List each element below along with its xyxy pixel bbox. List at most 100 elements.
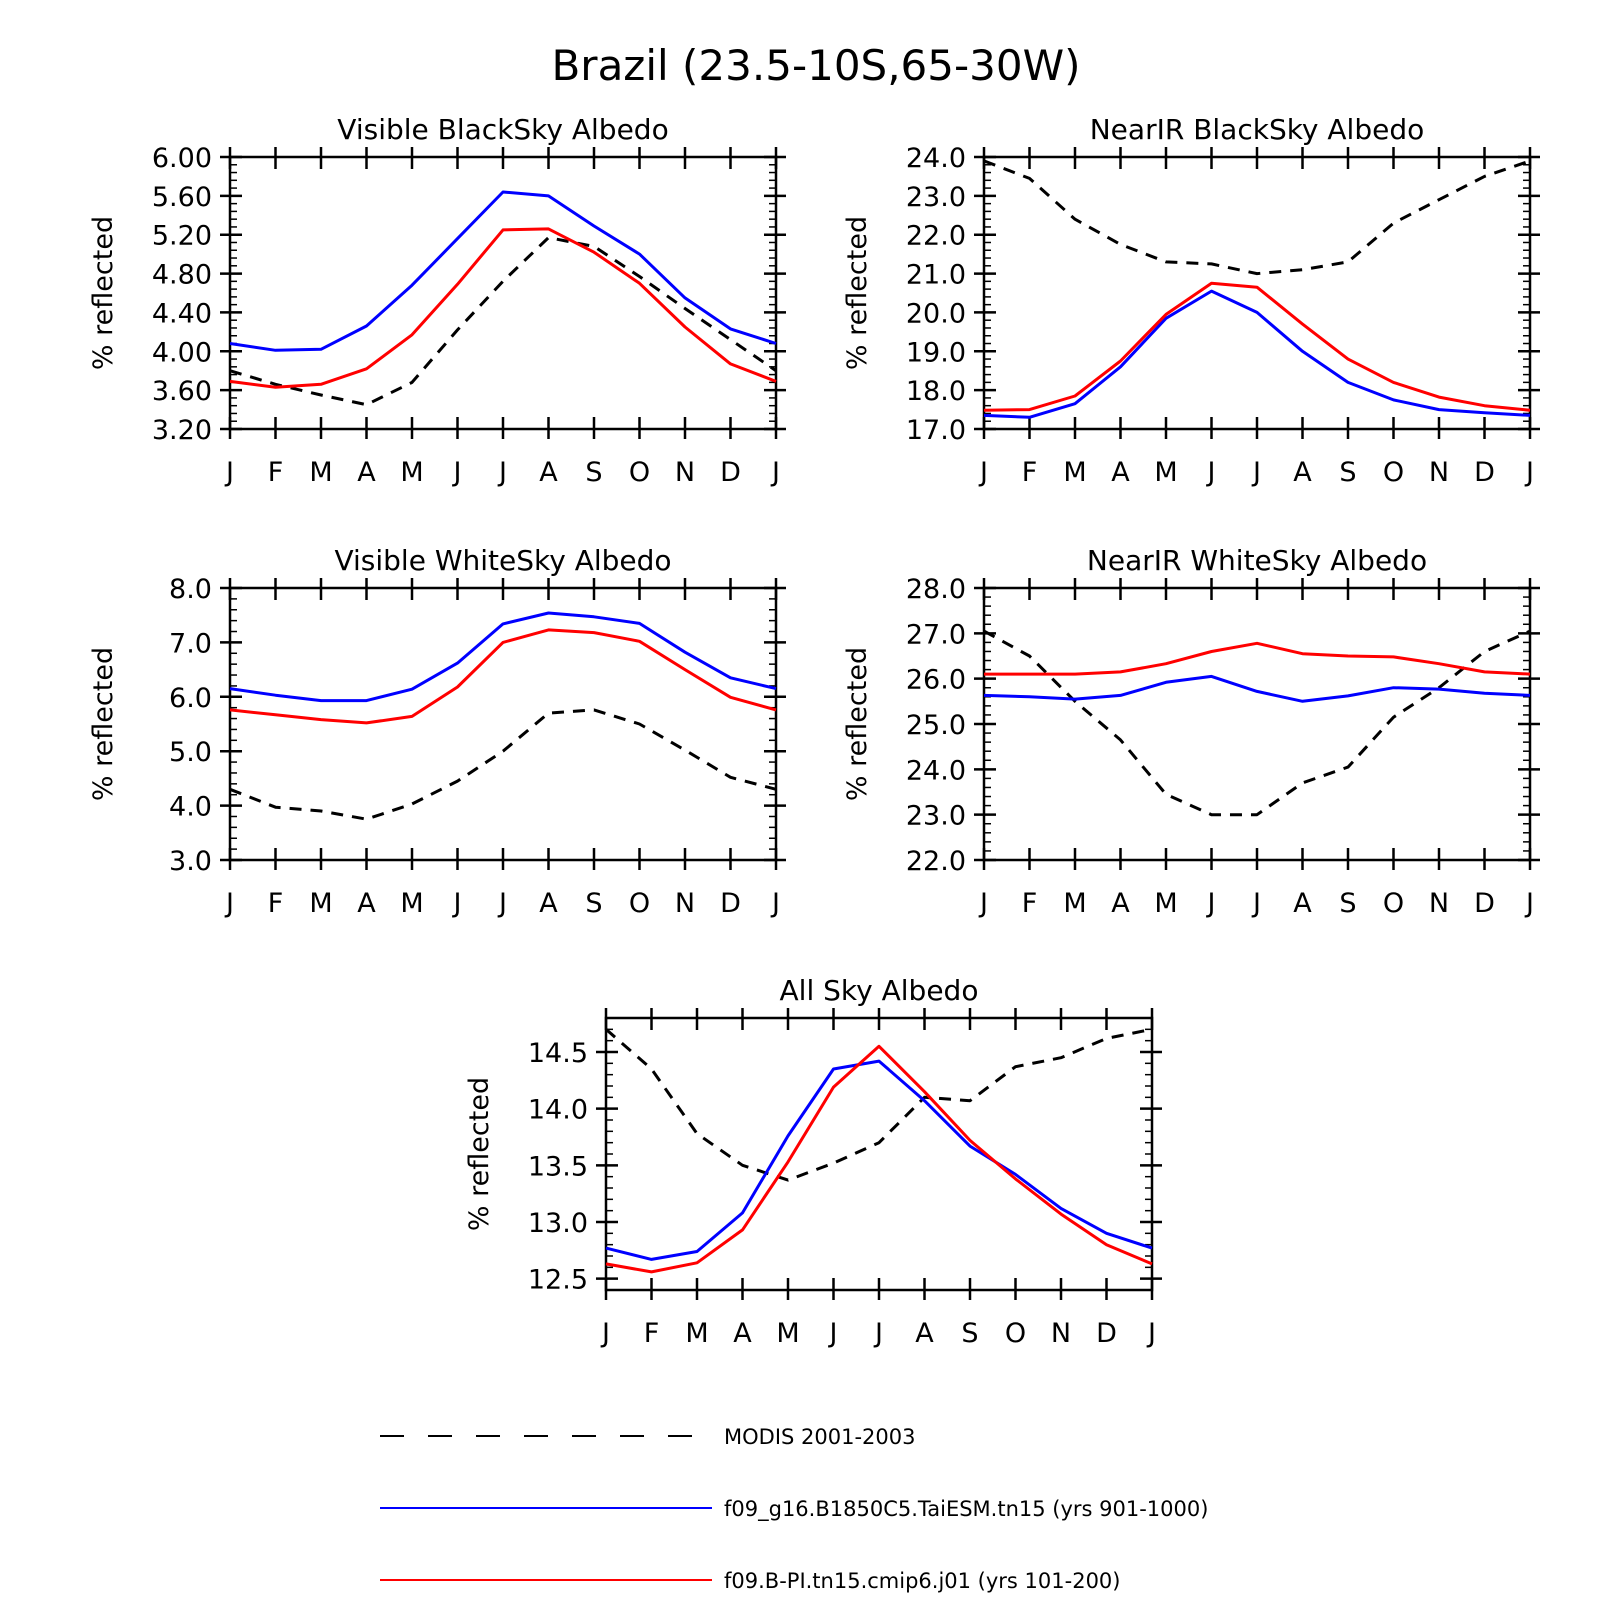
y-tick-label: 6.00	[152, 143, 212, 174]
x-tick-label: N	[1429, 888, 1449, 919]
panels: Visible BlackSky Albedo % reflected 3.20 3.…	[88, 113, 1540, 1349]
y-tick-label: 3.60	[152, 376, 212, 407]
plot-frame	[982, 155, 1532, 431]
legend-label: MODIS 2001-2003	[724, 1425, 915, 1449]
series-line	[229, 236, 777, 407]
x-tick-label: D	[1096, 1318, 1117, 1349]
y-tick-label: 22.0	[906, 221, 966, 252]
x-tick-label: A	[357, 888, 376, 919]
x-tick-label: F	[268, 888, 284, 919]
x-tick-label: J	[497, 888, 507, 919]
x-tick-label: O	[629, 457, 650, 488]
y-tick-label: 3.0	[169, 846, 212, 877]
x-tick-label: M	[309, 888, 332, 919]
x-tick-label: N	[675, 457, 695, 488]
x-tick-label: J	[978, 457, 988, 488]
y-tick-label: 5.0	[169, 737, 212, 768]
x-tick-label: J	[224, 457, 234, 488]
chart-panel: NearIR BlackSky Albedo % reflected 17.0 18.…	[842, 113, 1540, 488]
y-tick-label: 17.0	[906, 415, 966, 446]
x-tick-label: S	[585, 888, 602, 919]
x-tick-label: O	[1383, 888, 1404, 919]
y-axis-label: % reflected	[88, 647, 119, 801]
legend-item: f09.B-PI.tn15.cmip6.j01 (yrs 101-200)	[380, 1569, 1121, 1593]
x-tick-label: A	[1111, 457, 1130, 488]
legend-item: f09_g16.B1850C5.TaiESM.tn15 (yrs 901-100…	[380, 1497, 1208, 1522]
y-tick-label: 12.5	[528, 1265, 588, 1296]
y-tick-label: 27.0	[906, 619, 966, 650]
x-tick-label: J	[873, 1318, 883, 1349]
panel-title: NearIR WhiteSky Albedo	[1087, 544, 1427, 577]
y-tick-label: 13.5	[528, 1151, 588, 1182]
y-tick-label: 25.0	[906, 710, 966, 741]
x-tick-label: S	[1339, 457, 1356, 488]
x-tick-label: O	[1005, 1318, 1026, 1349]
x-tick-label: A	[1111, 888, 1130, 919]
y-tick-label: 20.0	[906, 298, 966, 329]
series-line	[229, 190, 777, 352]
y-tick-label: 21.0	[906, 260, 966, 291]
y-tick-label: 8.0	[169, 574, 212, 605]
x-tick-label: A	[539, 888, 558, 919]
panel-title: Visible WhiteSky Albedo	[334, 544, 671, 577]
x-tick-label: J	[1251, 888, 1261, 919]
plot-frame	[982, 586, 1532, 862]
x-tick-label: J	[452, 457, 462, 488]
x-tick-label: A	[539, 457, 558, 488]
x-tick-label: J	[1206, 888, 1216, 919]
series-line	[983, 281, 1531, 412]
y-tick-label: 14.5	[528, 1038, 588, 1069]
y-axis-label: % reflected	[88, 216, 119, 370]
x-tick-label: D	[1474, 888, 1495, 919]
x-tick-label: O	[629, 888, 650, 919]
plot-frame	[228, 586, 778, 862]
x-tick-label: J	[770, 457, 780, 488]
panel-title: Visible BlackSky Albedo	[337, 113, 668, 146]
x-tick-label: M	[685, 1318, 708, 1349]
chart-panel: Visible BlackSky Albedo % reflected 3.20 3.…	[88, 113, 786, 488]
series-line	[605, 1044, 1153, 1274]
x-tick-label: O	[1383, 457, 1404, 488]
chart-panel: Visible WhiteSky Albedo % reflected 3.0 4.0…	[88, 544, 786, 919]
x-tick-label: N	[675, 888, 695, 919]
x-tick-label: N	[1051, 1318, 1071, 1349]
x-tick-label: N	[1429, 457, 1449, 488]
y-tick-label: 23.0	[906, 801, 966, 832]
plot-frame	[228, 155, 778, 431]
x-tick-label: J	[1206, 457, 1216, 488]
x-tick-label: A	[1293, 457, 1312, 488]
x-tick-label: J	[1146, 1318, 1156, 1349]
y-tick-label: 5.20	[152, 221, 212, 252]
y-tick-label: 13.0	[528, 1208, 588, 1239]
legend-label: f09_g16.B1850C5.TaiESM.tn15 (yrs 901-100…	[724, 1497, 1208, 1522]
x-tick-label: A	[733, 1318, 752, 1349]
y-tick-label: 3.20	[152, 415, 212, 446]
y-tick-label: 5.60	[152, 182, 212, 213]
y-axis-label: % reflected	[464, 1077, 495, 1231]
y-tick-label: 22.0	[906, 846, 966, 877]
x-tick-label: M	[776, 1318, 799, 1349]
legend-item: MODIS 2001-2003	[380, 1425, 915, 1449]
series-line	[983, 289, 1531, 419]
chart-panel: All Sky Albedo % reflected 12.5 13.0 13.5 14.…	[464, 974, 1162, 1349]
x-tick-label: J	[978, 888, 988, 919]
series-line	[229, 227, 777, 389]
x-tick-label: M	[309, 457, 332, 488]
figure-title: Brazil (23.5-10S,65-30W)	[551, 41, 1080, 90]
y-tick-label: 24.0	[906, 143, 966, 174]
y-tick-label: 28.0	[906, 574, 966, 605]
panel-title: All Sky Albedo	[780, 974, 979, 1007]
panel-title: NearIR BlackSky Albedo	[1090, 113, 1425, 146]
series-line	[984, 641, 1531, 676]
x-tick-label: A	[915, 1318, 934, 1349]
y-tick-label: 14.0	[528, 1095, 588, 1126]
x-tick-label: F	[1022, 888, 1038, 919]
y-tick-label: 24.0	[906, 755, 966, 786]
x-tick-label: M	[1063, 457, 1086, 488]
plot-frame	[604, 1016, 1154, 1292]
series-line	[983, 674, 1531, 703]
x-tick-label: M	[400, 457, 423, 488]
x-tick-label: J	[1251, 457, 1261, 488]
x-tick-label: M	[1154, 888, 1177, 919]
x-tick-label: J	[1524, 888, 1534, 919]
